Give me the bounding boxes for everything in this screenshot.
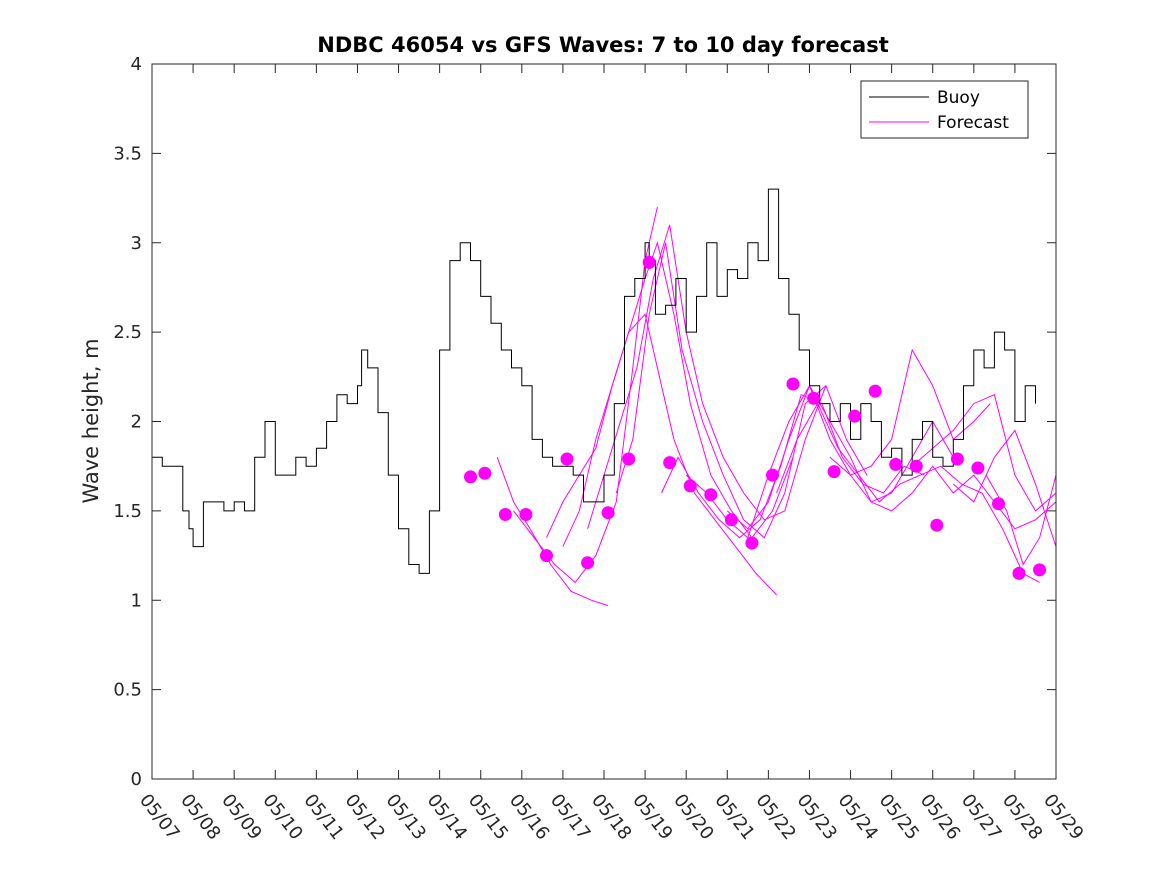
legend-label-forecast: Forecast	[937, 113, 1009, 133]
forecast-run-line	[587, 224, 827, 529]
y-tick-label: 0	[131, 769, 142, 790]
buoy-line	[152, 188, 1036, 574]
forecast-point	[560, 452, 574, 466]
y-tick-label: 1	[131, 590, 142, 611]
legend-label-buoy: Buoy	[937, 88, 980, 108]
forecast-point	[622, 452, 636, 466]
forecast-point	[930, 518, 944, 532]
forecast-point	[786, 377, 800, 391]
forecast-run-line	[776, 402, 1040, 583]
forecast-point	[807, 391, 821, 405]
y-tick-label: 3.5	[113, 143, 142, 164]
data-layer	[152, 188, 1057, 607]
forecast-run-line	[661, 394, 925, 539]
y-tick-label: 0.5	[113, 680, 142, 701]
y-tick-label: 3	[131, 233, 142, 254]
forecast-run-line	[562, 240, 794, 547]
y-tick-label: 2	[131, 412, 142, 433]
forecast-point	[601, 506, 615, 520]
forecast-run-line	[726, 348, 991, 530]
forecast-point	[704, 488, 718, 502]
forecast-point	[950, 452, 964, 466]
forecast-point	[540, 549, 553, 563]
forecast-point	[1012, 566, 1026, 580]
forecast-point	[519, 508, 533, 521]
forecast-point	[889, 457, 903, 471]
forecast-point	[909, 459, 923, 473]
plot-frame	[151, 63, 1057, 780]
forecast-point	[971, 461, 985, 475]
legend-box	[860, 80, 1029, 139]
forecast-point	[868, 384, 882, 398]
plot-area	[152, 64, 1056, 779]
y-tick-label: 1.5	[113, 501, 142, 522]
y-tick-label: 4	[131, 54, 142, 75]
forecast-point	[498, 508, 512, 521]
forecast-run-line	[911, 394, 1057, 512]
forecast-point	[745, 536, 759, 550]
chart-title: NDBC 46054 vs GFS Waves: 7 to 10 day for…	[317, 33, 888, 57]
forecast-point	[724, 513, 738, 527]
forecast-point	[683, 479, 697, 493]
forecast-point	[663, 456, 677, 470]
y-tick-label: 2.5	[113, 322, 142, 343]
forecast-run-line	[615, 242, 868, 539]
forecast-point	[478, 466, 492, 480]
forecast-point	[642, 255, 656, 269]
forecast-point	[1033, 563, 1047, 577]
forecast-point	[766, 468, 779, 482]
forecast-point	[848, 409, 862, 423]
forecast-run-line	[829, 456, 1057, 530]
forecast-point	[581, 556, 595, 570]
forecast-run-line	[952, 429, 1057, 547]
forecast-point	[464, 470, 477, 484]
forecast-run-line	[546, 313, 777, 596]
legend: Buoy Forecast	[860, 80, 1029, 139]
forecast-point	[992, 497, 1005, 511]
y-axis-label: Wave height, m	[79, 338, 103, 503]
forecast-run-line	[496, 457, 609, 607]
forecast-point	[827, 465, 841, 479]
forecast-run-line	[513, 206, 658, 584]
